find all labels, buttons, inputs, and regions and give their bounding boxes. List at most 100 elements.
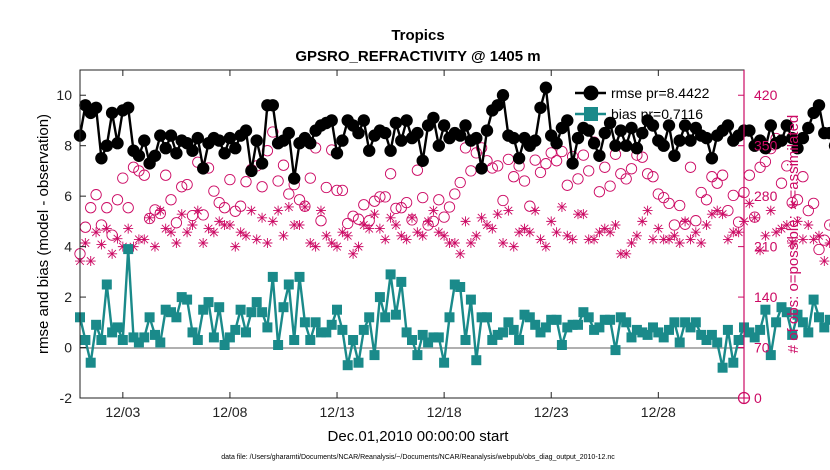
y-right-tick-label: 210 (754, 239, 778, 255)
assimilated-obs-point (439, 230, 450, 241)
possible-obs-point (218, 202, 231, 214)
assimilated-obs-point (803, 219, 814, 230)
assimilated-obs-point (712, 205, 723, 216)
possible-obs-point (636, 151, 648, 163)
bias-point (166, 307, 176, 318)
bias-point (455, 282, 466, 292)
possible-obs-point (534, 166, 547, 179)
assimilated-obs-point (91, 227, 102, 238)
bias-point (230, 324, 241, 335)
y-axis-left: -2 0 2 4 6 8 10 (56, 87, 86, 406)
rmse-point (823, 126, 830, 140)
rmse-point (288, 172, 301, 185)
possible-obs-point (674, 199, 686, 212)
possible-obs-point (352, 213, 365, 225)
assimilated-obs-point (112, 233, 123, 244)
bias-point (150, 329, 160, 340)
assimilated-obs-point (755, 245, 766, 256)
possible-obs-point (390, 202, 402, 215)
rmse-point (164, 129, 178, 142)
rmse-point (786, 131, 799, 145)
rmse-point (775, 134, 788, 147)
possible-obs-point (786, 196, 798, 209)
possible-obs-point (663, 197, 675, 210)
bias-point (171, 312, 182, 323)
assimilated-obs-point (166, 227, 177, 238)
assimilated-obs-point (273, 205, 284, 216)
assimilated-obs-point (771, 227, 782, 238)
assimilated-obs-point (299, 201, 310, 212)
rmse-point (812, 99, 826, 112)
bias-point (717, 362, 728, 373)
x-tick-label: 12/13 (320, 404, 355, 420)
bias-point (781, 307, 792, 318)
assimilated-obs-point (605, 227, 616, 238)
rmse-point (105, 106, 119, 120)
assimilated-obs-point (680, 216, 691, 227)
assimilated-obs-point (514, 227, 525, 238)
bias-point (241, 327, 251, 338)
rmse-point (384, 144, 397, 157)
bias-point (492, 329, 503, 340)
bias-point (278, 302, 289, 313)
assimilated-obs-point (353, 241, 364, 252)
assimilated-obs-point (203, 223, 214, 234)
rmse-point (603, 116, 617, 130)
bias-point (658, 332, 669, 343)
assimilated-obs-point (101, 223, 112, 234)
y-left-tick-label: 8 (64, 138, 72, 154)
bias-point (460, 335, 471, 345)
rmse-point (475, 162, 488, 175)
assimilated-obs-point (449, 238, 460, 249)
bias-point (824, 314, 830, 325)
assimilated-obs-point (487, 223, 498, 234)
rmse-point (400, 114, 413, 127)
rmse-point (791, 142, 804, 155)
bias-point (321, 327, 332, 338)
assimilated-obs-point (337, 227, 348, 238)
rmse-point (250, 134, 263, 147)
rmse-point (796, 131, 810, 145)
assimilated-obs-point (155, 205, 166, 216)
assimilated-obs-point (428, 205, 439, 216)
rmse-point (780, 119, 793, 132)
possible-obs-point (695, 186, 707, 199)
assimilated-obs-point (326, 238, 337, 249)
rmse-point (598, 126, 611, 140)
rmse-point (223, 131, 237, 145)
assimilated-obs-point (498, 238, 509, 249)
x-axis-label: Dec.01,2010 00:00:00 start (328, 428, 510, 445)
bias-point (396, 276, 407, 287)
bias-point (316, 327, 326, 338)
assimilated-obs-point (187, 219, 198, 230)
assimilated-obs-point (573, 209, 583, 220)
assimilated-obs-point (262, 238, 273, 249)
bias-point (353, 357, 364, 368)
assimilated-obs-point (332, 241, 343, 252)
assimilated-obs-point (562, 230, 573, 241)
possible-obs-point (711, 177, 723, 189)
rmse-point (743, 124, 756, 137)
assimilated-obs-point (117, 241, 128, 252)
bias-point (578, 307, 589, 318)
bias-point (685, 322, 696, 333)
bias-point (514, 335, 525, 345)
rmse-point (587, 137, 601, 150)
possible-obs-point (813, 243, 825, 256)
assimilated-obs-point (358, 219, 369, 230)
assimilated-obs-point (530, 205, 541, 216)
rmse-point (620, 139, 633, 152)
possible-obs-point (497, 194, 509, 207)
rmse-point (357, 114, 370, 127)
rmse-point (416, 154, 429, 167)
rmse-point (614, 124, 627, 137)
bias-point (562, 322, 573, 333)
rmse-point (411, 126, 424, 140)
possible-obs-point (824, 219, 830, 231)
assimilated-obs-point (808, 234, 819, 245)
bias-point (305, 335, 316, 345)
rmse-point (379, 126, 392, 140)
bias-point (476, 312, 487, 323)
assimilated-obs-point (669, 230, 680, 241)
bias-point (364, 312, 375, 323)
